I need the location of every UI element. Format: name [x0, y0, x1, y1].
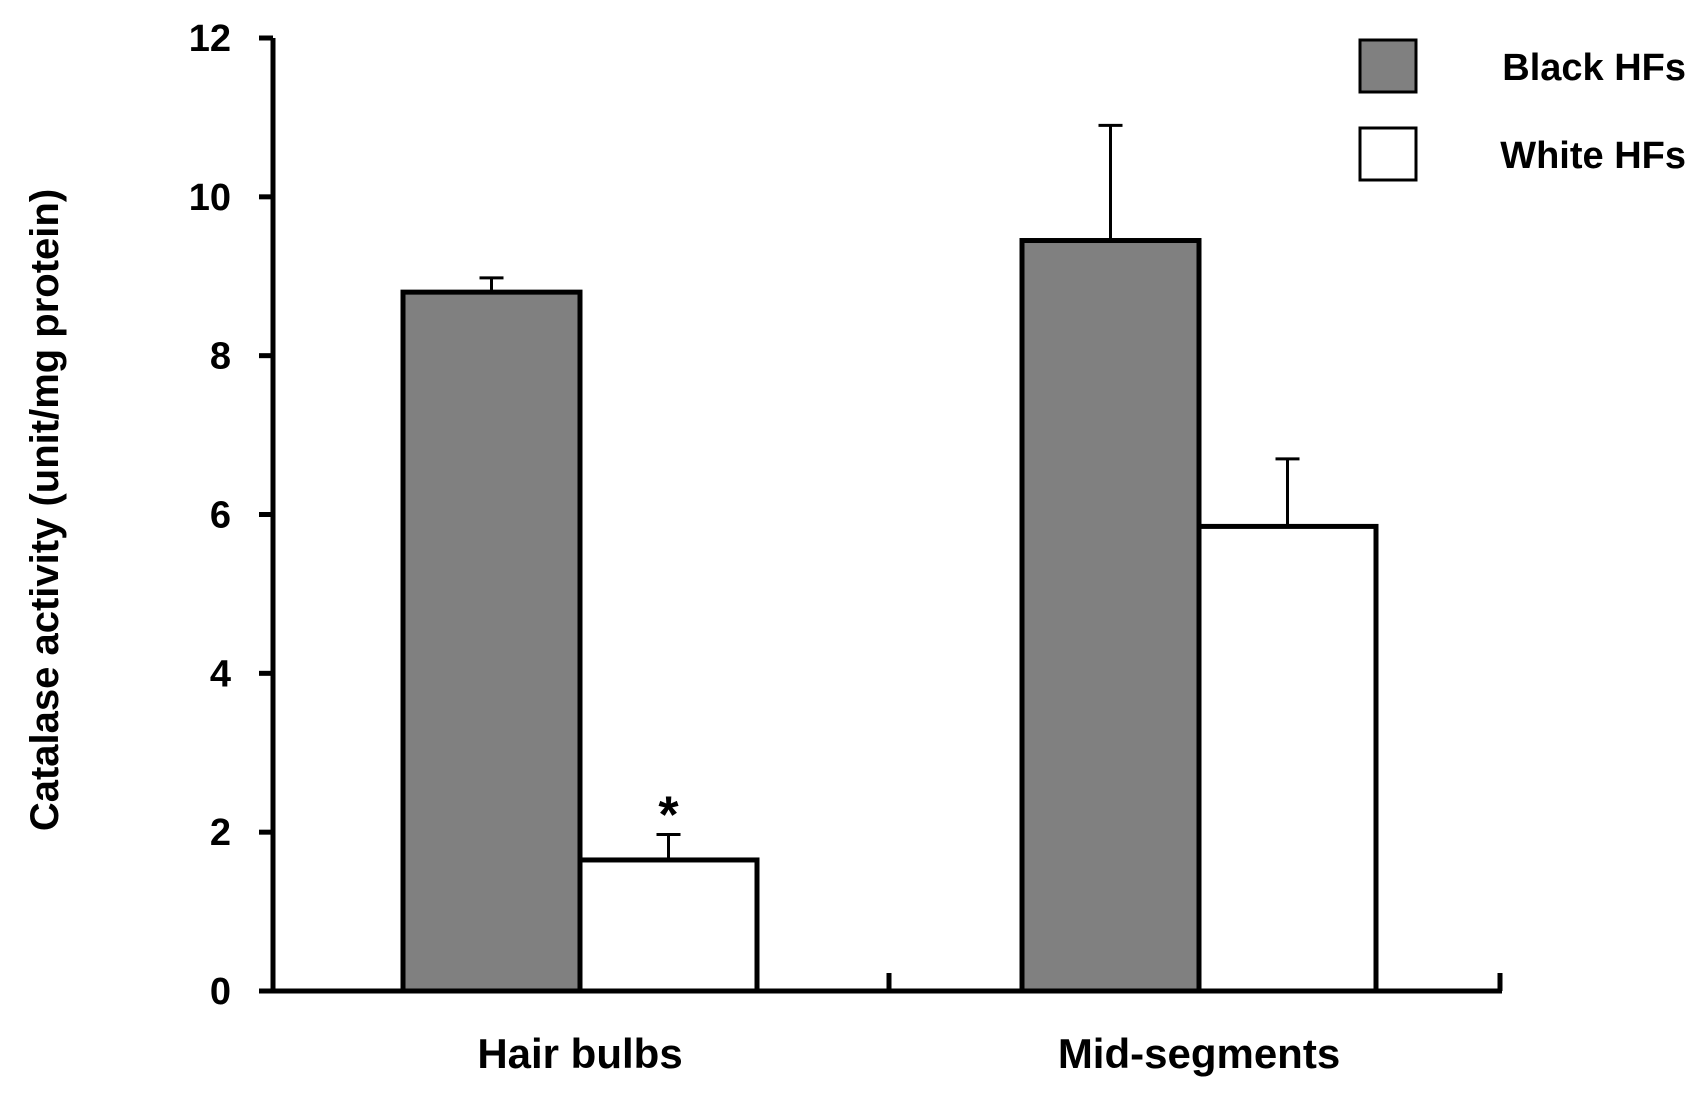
- legend-swatch-black-hfs: [1358, 38, 1418, 94]
- bar-hair-bulbs-black-hfs: [400, 289, 583, 994]
- y-tick-label-8: 8: [210, 336, 231, 378]
- bar-mid-segments-black-hfs: [1019, 238, 1202, 994]
- axes-layer: [259, 35, 1503, 994]
- legend: Black HFs White HFs: [1358, 38, 1686, 182]
- error-bars-layer: [479, 123, 1300, 860]
- significance-asterisk: *: [658, 787, 679, 845]
- legend-label-black-hfs: Black HFs: [1502, 47, 1686, 89]
- y-tick-label-4: 4: [210, 653, 231, 695]
- labels-layer: Hair bulbs Mid-segments * 0 2 4 6 8 10 12 Catalase…: [23, 18, 1340, 1077]
- x-tick-label-mid-segments: Mid-segments: [1058, 1030, 1340, 1077]
- x-tick-label-hair-bulbs: Hair bulbs: [477, 1030, 682, 1077]
- y-tick-label-12: 12: [189, 18, 231, 60]
- y-tick-label-0: 0: [210, 971, 231, 1013]
- y-tick-label-2: 2: [210, 812, 231, 854]
- y-tick-label-6: 6: [210, 495, 231, 537]
- legend-label-white-hfs: White HFs: [1500, 135, 1686, 177]
- bar-hair-bulbs-white-hfs: [577, 857, 760, 994]
- y-tick-label-10: 10: [189, 177, 231, 219]
- legend-swatch-white-hfs: [1358, 126, 1418, 182]
- bar-mid-segments-white-hfs: [1196, 523, 1379, 994]
- bars-layer: [400, 238, 1379, 994]
- y-axis-label: Catalase activity (unit/mg protein): [23, 189, 67, 831]
